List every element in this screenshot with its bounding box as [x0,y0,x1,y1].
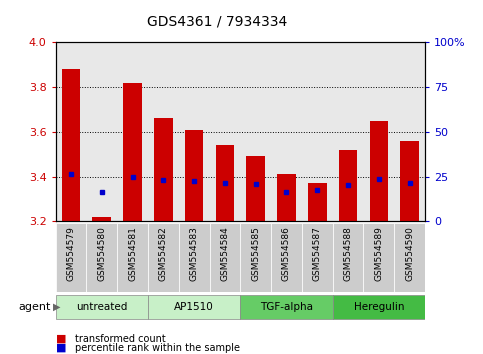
Bar [369,121,388,221]
Bar [302,223,333,292]
Text: GSM554590: GSM554590 [405,227,414,281]
Bar [394,223,425,292]
Text: GSM554579: GSM554579 [67,227,75,281]
Bar [308,183,327,221]
Bar [240,295,333,319]
Bar [62,69,80,221]
Text: transformed count: transformed count [75,334,166,344]
Bar [86,223,117,292]
Bar [154,119,172,221]
Text: agent: agent [18,302,51,312]
Bar [333,295,425,319]
Bar [148,295,241,319]
Bar [179,223,210,292]
Bar [117,223,148,292]
Text: GSM554582: GSM554582 [159,227,168,281]
Bar [333,223,364,292]
Text: GSM554587: GSM554587 [313,227,322,281]
Bar [210,223,240,292]
Bar [400,141,419,221]
Text: GSM554581: GSM554581 [128,227,137,281]
Bar [56,223,86,292]
Text: AP1510: AP1510 [174,302,214,312]
Bar [56,295,148,319]
Bar [123,83,142,221]
Text: ■: ■ [56,343,66,353]
Bar [339,150,357,221]
Text: percentile rank within the sample: percentile rank within the sample [75,343,240,353]
Text: GSM554580: GSM554580 [97,227,106,281]
Bar [240,223,271,292]
Bar [246,156,265,221]
Bar [277,174,296,221]
Bar [215,145,234,221]
Text: GSM554588: GSM554588 [343,227,353,281]
Bar [92,217,111,221]
Text: GSM554585: GSM554585 [251,227,260,281]
Text: GSM554583: GSM554583 [190,227,199,281]
Text: GDS4361 / 7934334: GDS4361 / 7934334 [147,14,287,28]
Text: GSM554584: GSM554584 [220,227,229,281]
Bar [364,223,394,292]
Text: TGF-alpha: TGF-alpha [260,302,313,312]
Text: Heregulin: Heregulin [354,302,404,312]
Text: ▶: ▶ [53,302,61,312]
Text: GSM554586: GSM554586 [282,227,291,281]
Bar [271,223,302,292]
Text: untreated: untreated [76,302,128,312]
Bar [148,223,179,292]
Bar [185,130,203,221]
Text: ■: ■ [56,334,66,344]
Text: GSM554589: GSM554589 [374,227,384,281]
